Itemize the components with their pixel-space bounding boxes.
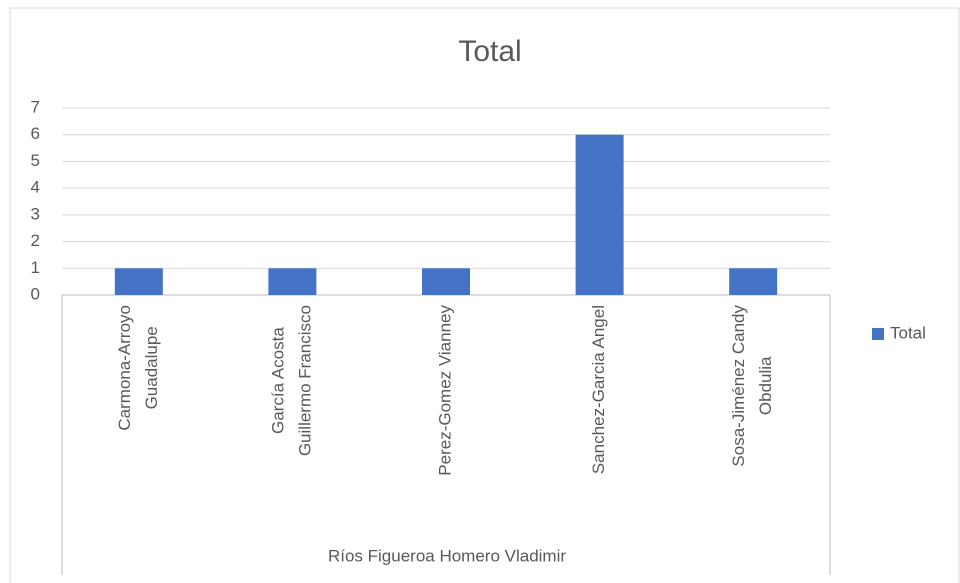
bar [575, 134, 624, 295]
y-tick-label: 1 [31, 258, 40, 277]
legend-swatch [872, 328, 884, 340]
x-tick-label: García Acosta [268, 327, 287, 434]
legend-label: Total [890, 323, 926, 342]
x-tick-label: Obdulia [756, 356, 775, 415]
y-tick-label: 7 [31, 97, 40, 116]
y-tick-label: 5 [31, 151, 40, 170]
y-tick-label: 0 [31, 284, 40, 303]
y-tick-label: 2 [31, 231, 40, 250]
bar [268, 268, 317, 295]
x-tick-label: Guadalupe [142, 326, 161, 409]
bar [114, 268, 163, 295]
x-tick-label: Sosa-Jiménez Candy [729, 305, 748, 467]
x-tick-label: Guillermo Francisco [295, 305, 314, 456]
x-tick-label: Sanchez-Garcia Angel [589, 305, 608, 474]
y-tick-label: 3 [31, 204, 40, 223]
bar [729, 268, 778, 295]
x-tick-label: Carmona-Arroyo [115, 305, 134, 431]
group-label: Ríos Figueroa Homero Vladimir [328, 546, 566, 565]
y-tick-label: 6 [31, 124, 40, 143]
bar [422, 268, 470, 295]
chart-title: Total [458, 35, 521, 68]
y-tick-label: 4 [31, 178, 40, 197]
x-tick-label: Perez-Gomez Vianney [435, 305, 454, 476]
